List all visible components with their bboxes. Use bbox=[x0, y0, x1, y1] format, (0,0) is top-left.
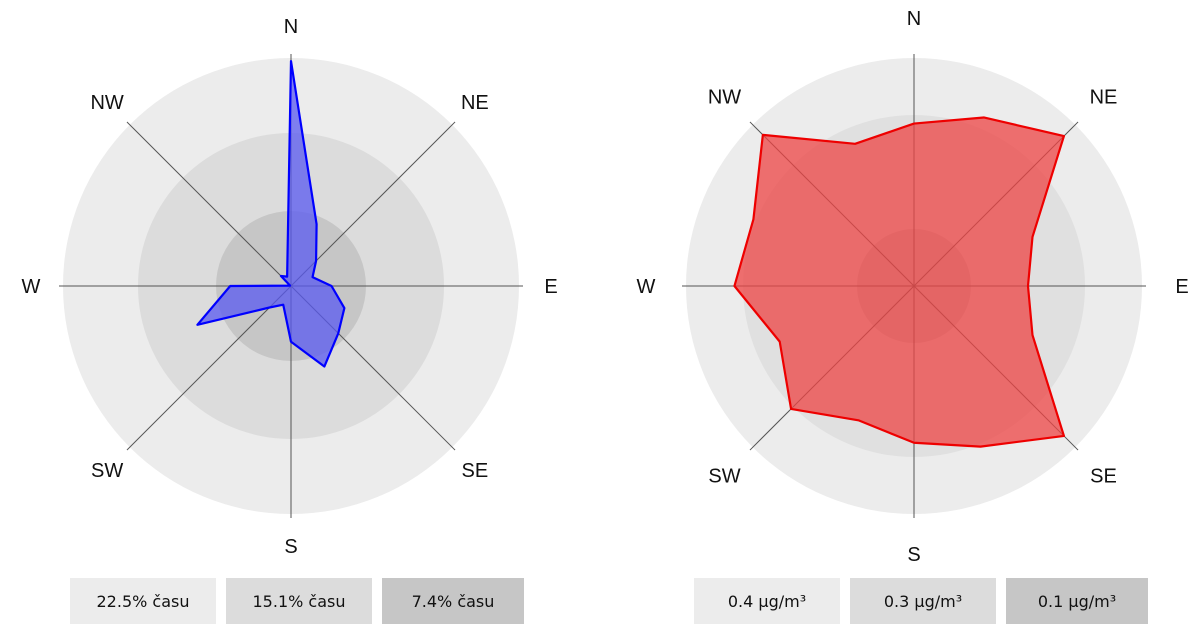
direction-label-s: S bbox=[907, 544, 920, 566]
legend-item-inner-ring: 7.4% času bbox=[382, 578, 524, 624]
wind-rose-charts: N NE E SE S SW W NW N NE E SE S SW W NW bbox=[22, 8, 1189, 566]
legend-item-outer-ring: 0.4 µg/m³ bbox=[694, 578, 840, 624]
direction-label-w: W bbox=[637, 276, 656, 298]
direction-label-ne: NE bbox=[461, 92, 489, 114]
direction-label-se: SE bbox=[1090, 466, 1117, 488]
concentration-pollution-rose: N NE E SE S SW W NW bbox=[637, 8, 1189, 566]
direction-label-w: W bbox=[22, 276, 41, 298]
legend-item-outer-ring: 22.5% času bbox=[70, 578, 216, 624]
direction-label-n: N bbox=[284, 16, 298, 38]
direction-label-s: S bbox=[284, 536, 297, 558]
legend-item-middle-ring: 0.3 µg/m³ bbox=[850, 578, 996, 624]
direction-label-sw: SW bbox=[708, 466, 740, 488]
direction-label-se: SE bbox=[462, 460, 489, 482]
direction-label-nw: NW bbox=[708, 86, 741, 108]
legend-item-middle-ring: 15.1% času bbox=[226, 578, 372, 624]
direction-label-ne: NE bbox=[1090, 86, 1118, 108]
direction-label-sw: SW bbox=[91, 460, 123, 482]
direction-label-e: E bbox=[544, 276, 557, 298]
concentration-legend: 0.4 µg/m³ 0.3 µg/m³ 0.1 µg/m³ bbox=[694, 578, 1148, 624]
frequency-wind-rose: N NE E SE S SW W NW bbox=[22, 16, 558, 558]
direction-label-nw: NW bbox=[90, 92, 123, 114]
legend-item-inner-ring: 0.1 µg/m³ bbox=[1006, 578, 1148, 624]
frequency-legend: 22.5% času 15.1% času 7.4% času bbox=[70, 578, 524, 624]
direction-label-e: E bbox=[1175, 276, 1188, 298]
direction-label-n: N bbox=[907, 8, 921, 30]
